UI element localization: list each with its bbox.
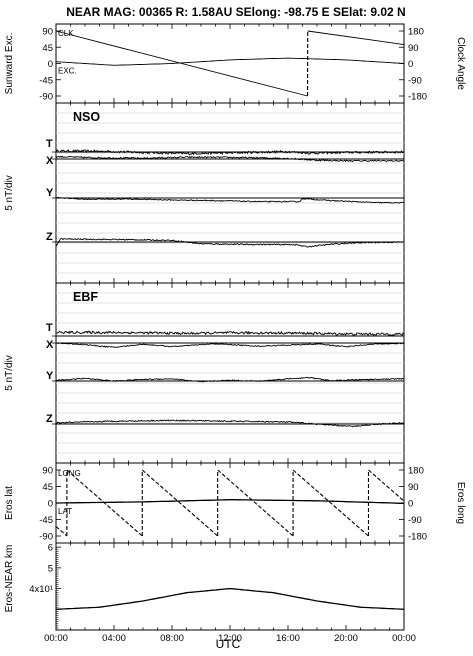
- series-label-long: LONG: [58, 469, 81, 478]
- y-axis-label-right: Clock Angle: [455, 37, 466, 90]
- trace-label-x: X: [46, 155, 54, 167]
- panel-ebf: EBF TX Y Z: [46, 282, 405, 464]
- series-label-clk: CLK: [58, 29, 74, 38]
- y-tick-label-right: 180: [408, 27, 424, 38]
- panel-angles: 90 45 0 -45 -90 180 90 0 -90 -180 CLK EXC.: [39, 23, 427, 104]
- y-tick-label-left: 6: [48, 543, 53, 554]
- trace-label-t: T: [46, 138, 53, 150]
- clock-angle-line: [55, 30, 308, 97]
- y-tick-label-left: 4x10¹: [29, 584, 53, 595]
- y-tick-label-left: 5: [48, 563, 53, 574]
- trace-label-x: X: [46, 339, 54, 351]
- y-tick-label-right: 180: [408, 466, 424, 477]
- eros-long-line: [292, 469, 369, 537]
- range-line: [55, 587, 405, 610]
- y-tick-label-right: 0: [408, 59, 413, 70]
- trace-y: [55, 376, 405, 383]
- y-tick-label-right: -90: [408, 75, 422, 86]
- trace-y: [55, 196, 405, 204]
- y-tick-label-right: 0: [408, 499, 413, 510]
- panel-nso: NSO TX Y Z: [46, 102, 405, 284]
- x-tick-label: 16:00: [276, 633, 300, 644]
- x-tick-label: 00:00: [44, 633, 68, 644]
- y-tick-label-right: 90: [408, 43, 419, 54]
- trace-t: [55, 149, 405, 156]
- panel-eros_pos: 90 45 0 -45 -90 180 90 0 -90 -180 LONG LAT: [39, 462, 427, 544]
- y-tick-label-left: -45: [39, 75, 53, 86]
- y-axis-label-left: Eros-NEAR km: [4, 545, 15, 613]
- series-label-lat: LAT: [58, 507, 72, 516]
- trace-x: [55, 155, 405, 163]
- trace-label-y: Y: [46, 187, 54, 199]
- eros-lat-line: [56, 499, 405, 505]
- panel-frame: [55, 23, 405, 104]
- eros-long-line: [55, 526, 68, 537]
- y-tick-label-right: 90: [408, 482, 419, 493]
- y-tick-label-left: -90: [39, 532, 53, 543]
- sunward-excursion-line: [55, 57, 405, 66]
- y-axis-label-right: Eros long: [455, 482, 466, 524]
- eros-long-line: [217, 469, 294, 537]
- y-tick-label-right: -90: [408, 515, 422, 526]
- y-tick-label-left: 0: [48, 499, 53, 510]
- clock-angle-line: [307, 30, 405, 45]
- y-tick-label-right: -180: [408, 532, 427, 543]
- trace-z: [55, 419, 405, 428]
- series-label-exc: EXC.: [58, 67, 77, 76]
- chart-panels: 00:00 04:00 08:00 12:00 16:00 20:00 00:00 90 45 0…: [4, 23, 466, 644]
- x-tick-label: 00:00: [392, 633, 416, 644]
- panel-label: NSO: [73, 110, 100, 124]
- trace-label-z: Z: [46, 231, 53, 243]
- x-tick-label: 04:00: [102, 633, 126, 644]
- x-tick-label: 20:00: [334, 633, 358, 644]
- y-axis-label-left: 5 nT/div: [4, 175, 15, 211]
- trace-label-y: Y: [46, 370, 54, 382]
- y-tick-label-left: 90: [42, 27, 53, 38]
- trace-label-z: Z: [46, 413, 53, 425]
- y-axis-label-left: Sunward Exc.: [4, 33, 15, 95]
- y-tick-label-left: 45: [42, 482, 53, 493]
- y-tick-label-left: 90: [42, 466, 53, 477]
- panel-label: EBF: [73, 290, 98, 304]
- panel-frame: [55, 542, 405, 631]
- trace-label-t: T: [46, 322, 53, 334]
- x-tick-label: 12:00: [218, 633, 242, 644]
- y-axis-label-left: 5 nT/div: [4, 355, 15, 391]
- y-tick-label-right: -180: [408, 92, 427, 103]
- y-tick-label-left: -45: [39, 515, 53, 526]
- y-axis-label-left: Eros lat: [4, 486, 15, 520]
- trace-x: [55, 342, 405, 348]
- eros-long-line: [141, 469, 219, 537]
- x-axis-label: UTC: [216, 637, 241, 651]
- chart-title: NEAR MAG: 00365 R: 1.58AU SElong: -98.75…: [66, 5, 405, 19]
- x-tick-label: 08:00: [160, 633, 184, 644]
- trace-z: [55, 237, 405, 248]
- x-axis-ticks: 00:00 04:00 08:00 12:00 16:00 20:00 00:00: [44, 633, 416, 644]
- y-tick-label-left: 0: [48, 59, 53, 70]
- eros-long-line: [368, 469, 405, 502]
- y-tick-label-left: -90: [39, 92, 53, 103]
- trace-t: [55, 330, 405, 336]
- panel-range: 6 5 4x10¹: [29, 542, 405, 631]
- y-tick-label-left: 45: [42, 43, 53, 54]
